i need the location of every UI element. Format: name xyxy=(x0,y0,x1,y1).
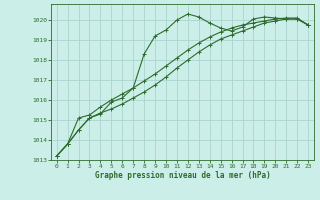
X-axis label: Graphe pression niveau de la mer (hPa): Graphe pression niveau de la mer (hPa) xyxy=(94,171,270,180)
